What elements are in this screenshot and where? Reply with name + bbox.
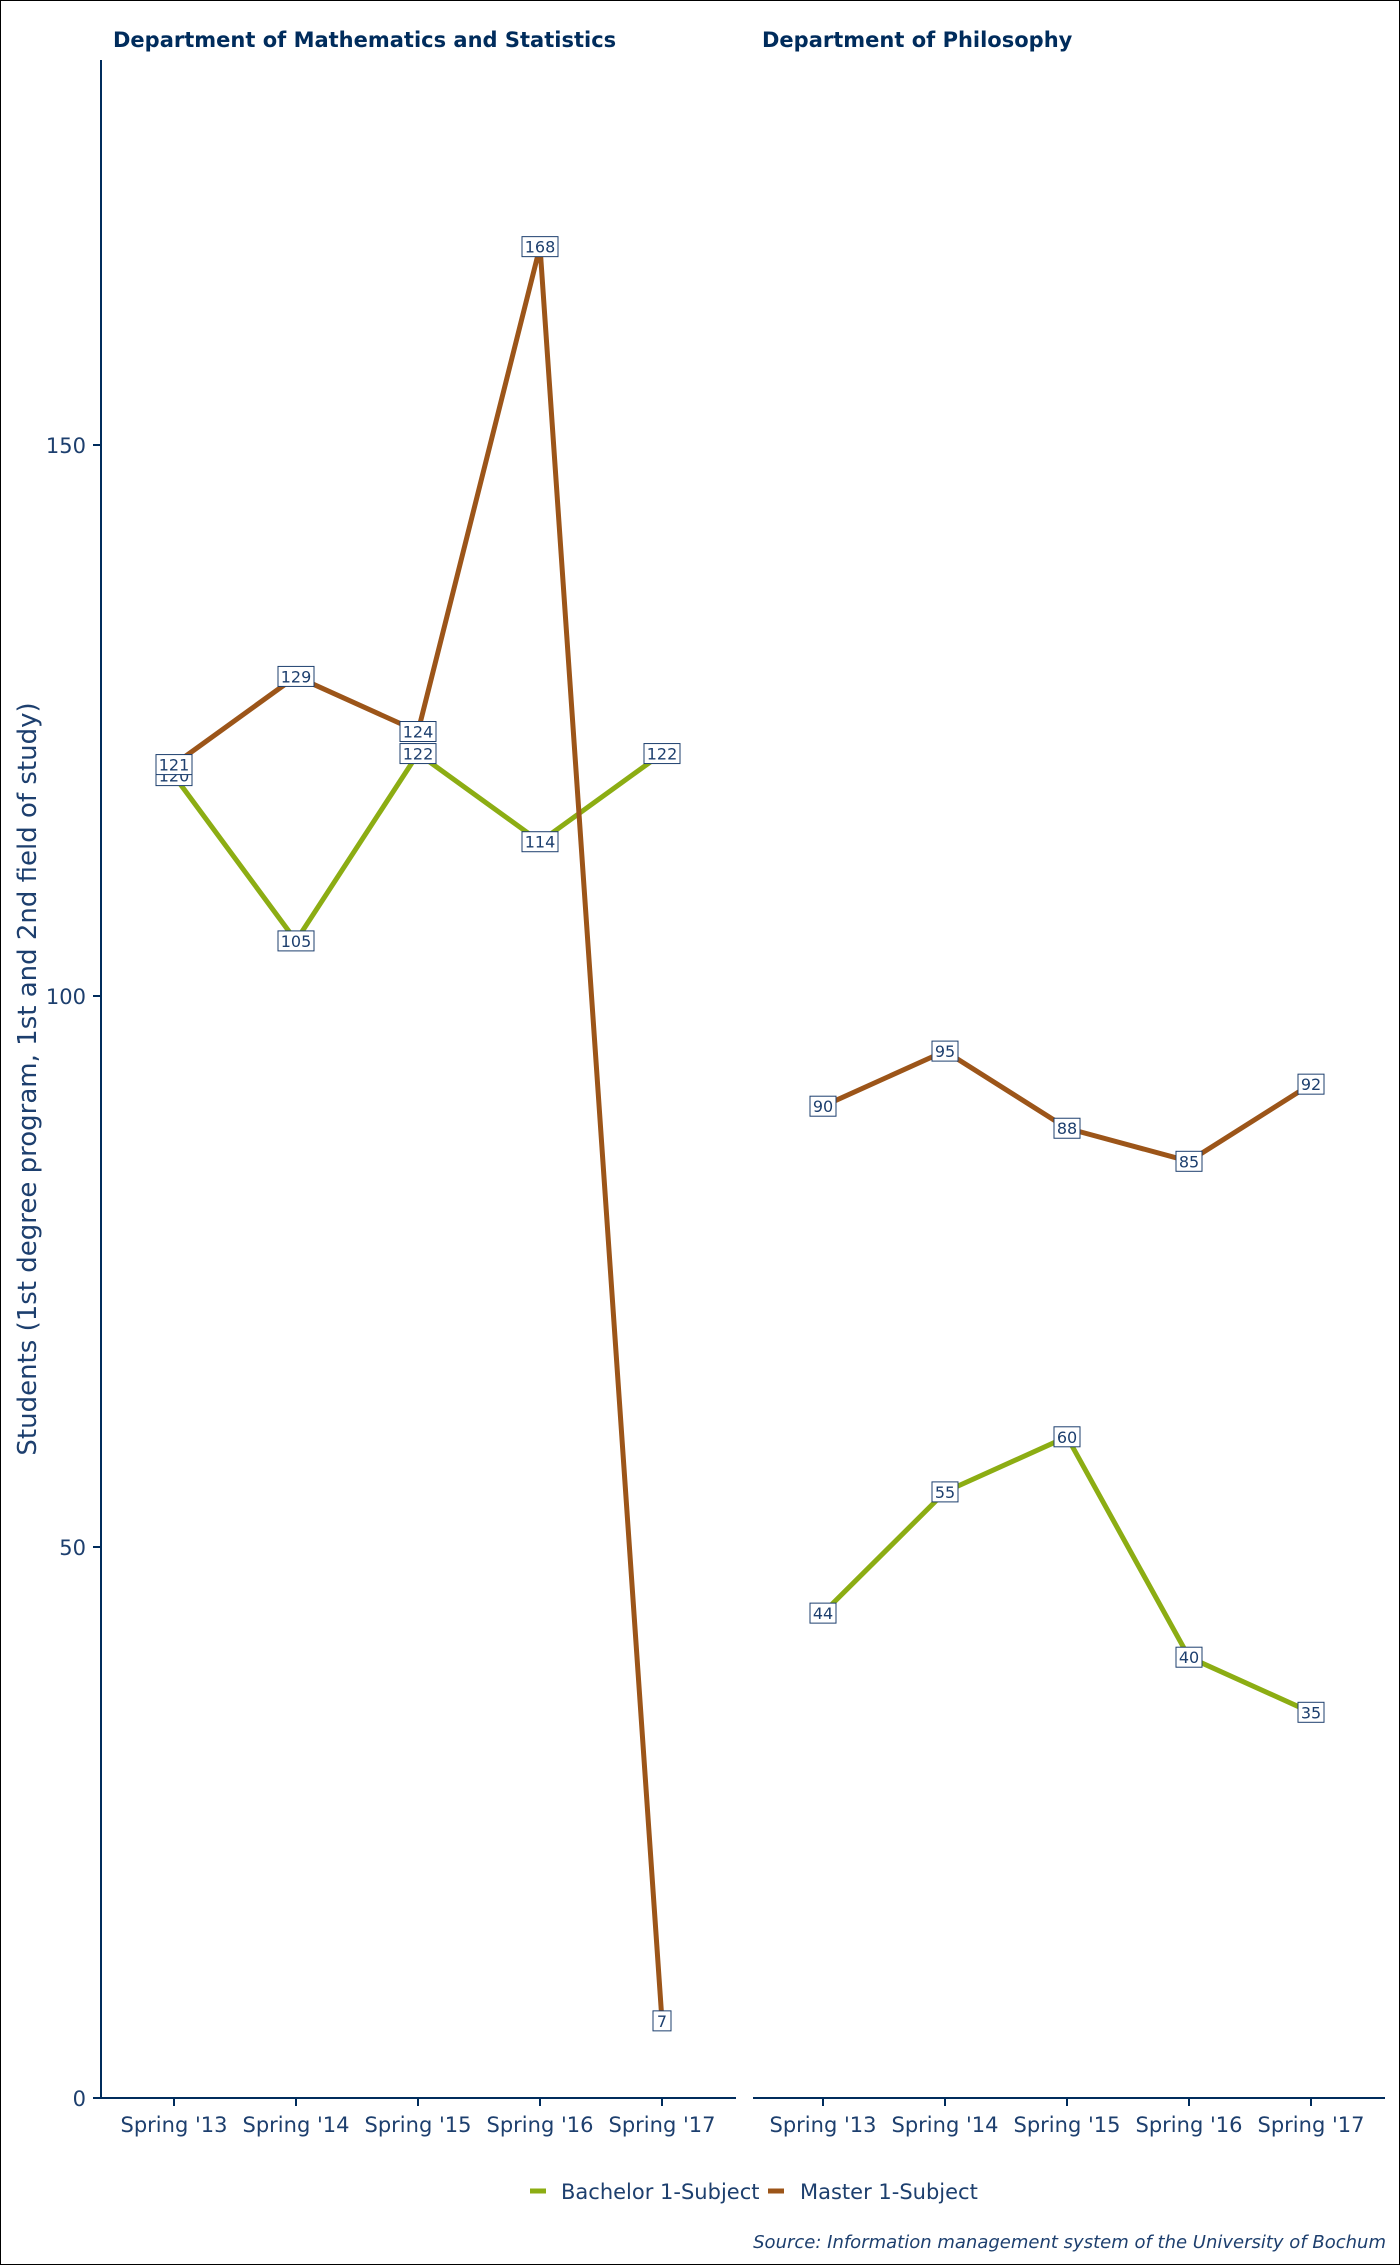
data-label-box <box>1053 1426 1081 1448</box>
y-tick-label: 0 <box>73 2087 86 2111</box>
data-point-label: 7 <box>652 2010 672 2032</box>
data-label-value: 168 <box>525 238 556 257</box>
data-label-value: 124 <box>403 723 434 742</box>
data-label-value: 60 <box>1057 1428 1077 1447</box>
y-axis-title: Students (1st degree program, 1st and 2n… <box>13 702 43 1455</box>
y-tick-label: 50 <box>59 1536 86 1560</box>
data-label-box <box>931 1040 959 1062</box>
data-label-box <box>931 1481 959 1503</box>
legend-label-master: Master 1-Subject <box>800 2180 978 2204</box>
data-label-box <box>1175 1150 1203 1172</box>
series-line-master-1-subject-panel-1 <box>171 244 665 2024</box>
data-label-box <box>1175 1646 1203 1668</box>
data-point-label: 122 <box>643 743 681 765</box>
data-labels: 1201051221141221211291241687445560403590… <box>155 236 1325 2032</box>
data-label-box <box>521 831 559 853</box>
data-label-box <box>1297 1701 1325 1723</box>
data-label-value: 40 <box>1179 1648 1199 1667</box>
data-label-value: 35 <box>1301 1703 1321 1722</box>
legend: Bachelor 1-Subject Master 1-Subject <box>530 2180 978 2204</box>
x-tick-label: Spring '13 <box>121 2113 228 2137</box>
data-label-value: 55 <box>935 1483 955 1502</box>
data-label-value: 121 <box>159 756 190 775</box>
source-caption: Source: Information management system of… <box>753 2232 1386 2253</box>
data-label-box <box>1297 1073 1325 1095</box>
data-label-value: 122 <box>403 745 434 764</box>
series-line-master-1-subject-panel-2 <box>820 1048 1314 1164</box>
data-point-label: 168 <box>521 236 559 258</box>
data-point-label: 121 <box>155 754 193 776</box>
data-point-label: 90 <box>809 1095 837 1117</box>
x-tick-label: Spring '17 <box>1258 2113 1365 2137</box>
data-label-box <box>399 743 437 765</box>
x-tick-label: Spring '15 <box>365 2113 472 2137</box>
data-point-label: 122 <box>399 743 437 765</box>
data-point-label: 105 <box>277 930 315 952</box>
data-label-value: 129 <box>281 667 312 686</box>
x-tick-label: Spring '16 <box>1136 2113 1243 2137</box>
series-lines <box>171 244 1314 2024</box>
data-label-value: 85 <box>1179 1152 1199 1171</box>
panel-title-right: Department of Philosophy <box>762 28 1073 52</box>
x-tick-label: Spring '17 <box>609 2113 716 2137</box>
series-line-bachelor-1-subject-panel-1 <box>171 751 665 944</box>
x-tick-label: Spring '14 <box>243 2113 350 2137</box>
data-point-label: 44 <box>809 1602 837 1624</box>
data-label-value: 7 <box>657 2012 667 2031</box>
data-label-box <box>521 236 559 258</box>
data-label-box <box>1053 1117 1081 1139</box>
data-label-box <box>399 721 437 743</box>
data-point-label: 95 <box>931 1040 959 1062</box>
y-tick-label: 100 <box>46 985 86 1009</box>
panel-title-left: Department of Mathematics and Statistics <box>113 28 616 52</box>
data-label-box <box>652 2010 672 2032</box>
data-point-label: 40 <box>1175 1646 1203 1668</box>
data-point-label: 88 <box>1053 1117 1081 1139</box>
legend-label-bachelor: Bachelor 1-Subject <box>561 2180 760 2204</box>
data-label-value: 90 <box>813 1097 833 1116</box>
data-label-value: 114 <box>525 833 556 852</box>
data-point-label: 124 <box>399 721 437 743</box>
data-label-box <box>155 754 193 776</box>
y-tick-label: 150 <box>46 434 86 458</box>
data-point-label: 92 <box>1297 1073 1325 1095</box>
x-tick-label: Spring '13 <box>770 2113 877 2137</box>
data-label-value: 44 <box>813 1604 833 1623</box>
data-label-value: 92 <box>1301 1075 1321 1094</box>
data-point-label: 85 <box>1175 1150 1203 1172</box>
data-label-box <box>277 665 315 687</box>
data-label-value: 95 <box>935 1042 955 1061</box>
data-label-value: 88 <box>1057 1119 1077 1138</box>
data-point-label: 35 <box>1297 1701 1325 1723</box>
data-label-box <box>643 743 681 765</box>
data-point-label: 129 <box>277 665 315 687</box>
data-point-label: 114 <box>521 831 559 853</box>
x-tick-label: Spring '14 <box>892 2113 999 2137</box>
x-tick-label: Spring '16 <box>487 2113 594 2137</box>
x-tick-label: Spring '15 <box>1014 2113 1121 2137</box>
data-label-value: 122 <box>647 745 678 764</box>
series-line-bachelor-1-subject-panel-2 <box>820 1434 1314 1715</box>
data-point-label: 55 <box>931 1481 959 1503</box>
data-label-box <box>809 1095 837 1117</box>
data-label-value: 105 <box>281 932 312 951</box>
axis-ticks: 0 50 100 150 Spring '13 Spring '14 Spring '15 S… <box>46 434 1365 2137</box>
data-label-box <box>809 1602 837 1624</box>
data-label-box <box>277 930 315 952</box>
data-point-label: 60 <box>1053 1426 1081 1448</box>
